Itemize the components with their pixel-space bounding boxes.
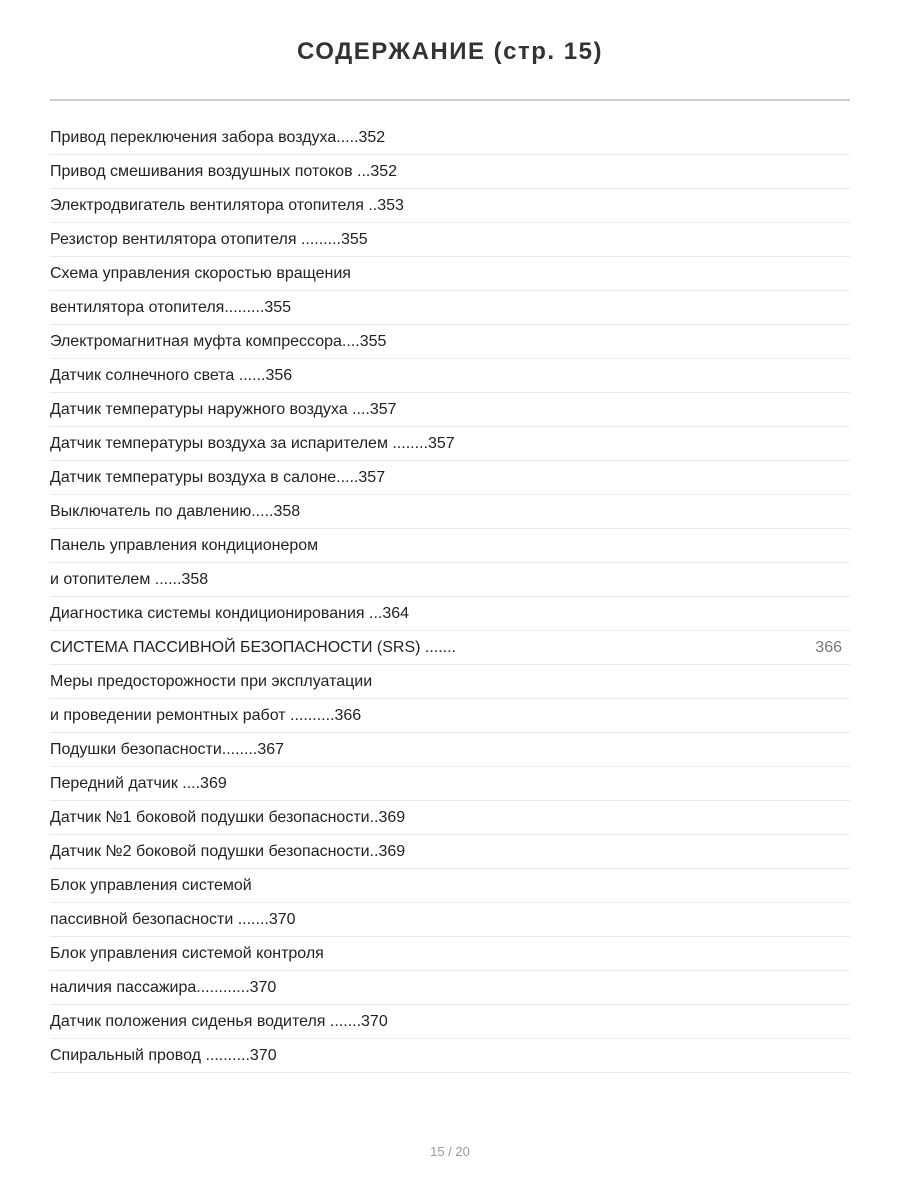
toc-entry-text: вентилятора отопителя.........355 xyxy=(50,298,292,316)
toc-entry[interactable]: Блок управления системой контроля xyxy=(50,937,850,971)
toc-entry[interactable]: Привод смешивания воздушных потоков ...3… xyxy=(50,155,850,189)
toc-entry-text: Датчик №1 боковой подушки безопасности..… xyxy=(50,808,406,826)
toc-entry[interactable]: СИСТЕМА ПАССИВНОЙ БЕЗОПАСНОСТИ (SRS) ...… xyxy=(50,631,850,665)
toc-entry[interactable]: наличия пассажира............370 xyxy=(50,971,850,1005)
toc-entry-text: Спиральный провод ..........370 xyxy=(50,1046,277,1064)
toc-entry[interactable]: пассивной безопасности .......370 xyxy=(50,903,850,937)
toc-entry[interactable]: Диагностика системы кондиционирования ..… xyxy=(50,597,850,631)
toc-entry[interactable]: Схема управления скоростью вращения xyxy=(50,257,850,291)
toc-entry[interactable]: Датчик №2 боковой подушки безопасности..… xyxy=(50,835,850,869)
toc-entry[interactable]: Датчик температуры наружного воздуха ...… xyxy=(50,393,850,427)
toc-entry-text: Схема управления скоростью вращения xyxy=(50,264,351,282)
toc-entry-text: Привод смешивания воздушных потоков ...3… xyxy=(50,162,398,180)
toc-entry[interactable]: Датчик солнечного света ......356 xyxy=(50,359,850,393)
toc-entry[interactable]: Датчик температуры воздуха за испарителе… xyxy=(50,427,850,461)
toc-entry[interactable]: Датчик положения сиденья водителя ......… xyxy=(50,1005,850,1039)
toc-entry[interactable]: Меры предосторожности при эксплуатации xyxy=(50,665,850,699)
toc-entry-text: Диагностика системы кондиционирования ..… xyxy=(50,604,410,622)
toc-entry[interactable]: Панель управления кондиционером xyxy=(50,529,850,563)
toc-entry[interactable]: и отопителем ......358 xyxy=(50,563,850,597)
toc-entry-text: СИСТЕМА ПАССИВНОЙ БЕЗОПАСНОСТИ (SRS) ...… xyxy=(50,638,456,656)
toc-entry-text: Привод переключения забора воздуха.....3… xyxy=(50,128,386,146)
page-title: СОДЕРЖАНИЕ (стр. 15) xyxy=(297,38,603,65)
toc-entry-page: 366 xyxy=(815,638,842,656)
toc-entry[interactable]: вентилятора отопителя.........355 xyxy=(50,291,850,325)
toc-entry-text: Электродвигатель вентилятора отопителя .… xyxy=(50,196,404,214)
title-divider xyxy=(50,99,850,101)
toc-entry-text: Электромагнитная муфта компрессора....35… xyxy=(50,332,387,350)
toc-entry-text: Выключатель по давлению.....358 xyxy=(50,502,301,520)
toc-entry[interactable]: Блок управления системой xyxy=(50,869,850,903)
page-counter: 15 / 20 xyxy=(430,1144,470,1159)
toc-entry[interactable]: Резистор вентилятора отопителя .........… xyxy=(50,223,850,257)
toc-entry-text: пассивной безопасности .......370 xyxy=(50,910,296,928)
toc-entry[interactable]: и проведении ремонтных работ ..........3… xyxy=(50,699,850,733)
toc-entry-text: Датчик солнечного света ......356 xyxy=(50,366,293,384)
toc-entry-text: и отопителем ......358 xyxy=(50,570,209,588)
toc-entry[interactable]: Датчик №1 боковой подушки безопасности..… xyxy=(50,801,850,835)
toc-entry-text: Датчик температуры воздуха в салоне.....… xyxy=(50,468,386,486)
toc-entry-text: Подушки безопасности........367 xyxy=(50,740,285,758)
toc-entry-text: Датчик температуры воздуха за испарителе… xyxy=(50,434,455,452)
toc-entry-text: Панель управления кондиционером xyxy=(50,536,319,554)
toc-entry[interactable]: Выключатель по давлению.....358 xyxy=(50,495,850,529)
toc-entry[interactable]: Передний датчик ....369 xyxy=(50,767,850,801)
toc-entry-text: Меры предосторожности при эксплуатации xyxy=(50,672,373,690)
toc-entry-text: Блок управления системой контроля xyxy=(50,944,324,962)
toc-entry[interactable]: Электродвигатель вентилятора отопителя .… xyxy=(50,189,850,223)
toc-entry[interactable]: Спиральный провод ..........370 xyxy=(50,1039,850,1073)
toc-entry[interactable]: Датчик температуры воздуха в салоне.....… xyxy=(50,461,850,495)
toc-entry[interactable]: Привод переключения забора воздуха.....3… xyxy=(50,121,850,155)
toc-entry-text: Передний датчик ....369 xyxy=(50,774,227,792)
toc-entry-text: и проведении ремонтных работ ..........3… xyxy=(50,706,362,724)
toc-entry-text: Датчик №2 боковой подушки безопасности..… xyxy=(50,842,406,860)
toc-entry-text: наличия пассажира............370 xyxy=(50,978,277,996)
toc-entry-text: Блок управления системой xyxy=(50,876,252,894)
toc-entry-text: Датчик положения сиденья водителя ......… xyxy=(50,1012,388,1030)
toc-entry[interactable]: Электромагнитная муфта компрессора....35… xyxy=(50,325,850,359)
toc-entry[interactable]: Подушки безопасности........367 xyxy=(50,733,850,767)
toc-list: Привод переключения забора воздуха.....3… xyxy=(50,121,850,1073)
toc-entry-text: Датчик температуры наружного воздуха ...… xyxy=(50,400,397,418)
toc-entry-text: Резистор вентилятора отопителя .........… xyxy=(50,230,368,248)
